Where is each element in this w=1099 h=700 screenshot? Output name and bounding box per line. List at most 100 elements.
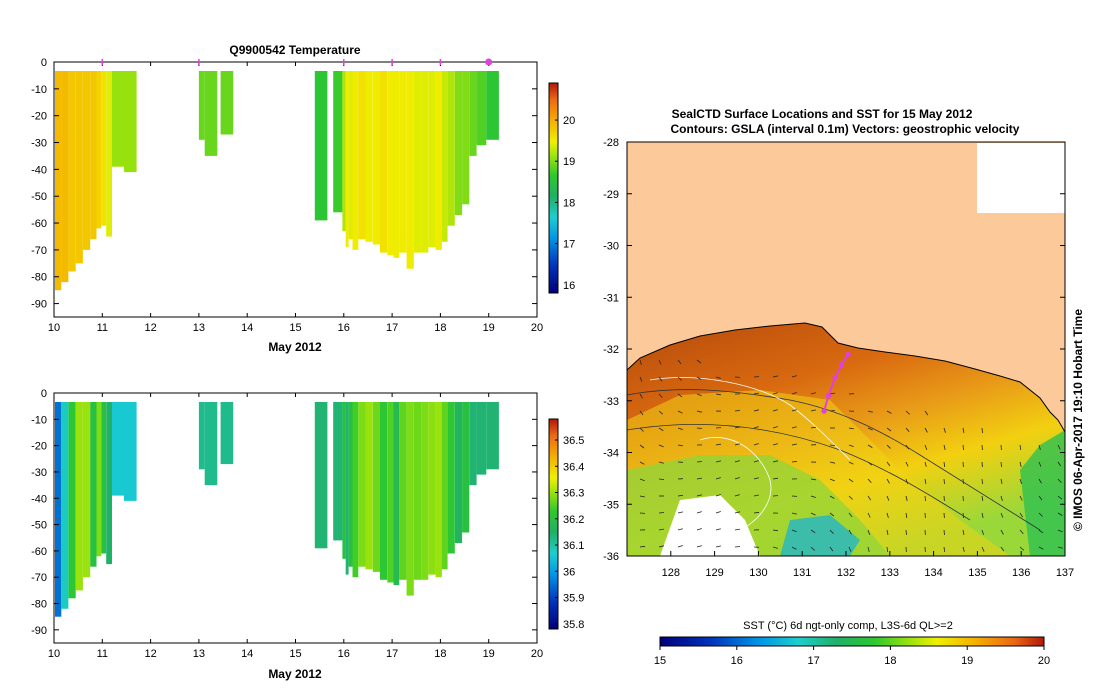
velocity-vector [677,410,683,414]
surface-marker [485,58,493,66]
profile-cell [90,71,97,240]
lat-tick-label: -35 [603,499,619,511]
velocity-vector [772,443,778,446]
profile-cell [101,71,107,226]
colorbar-tick-label: 17 [563,239,575,251]
velocity-vector [639,393,643,399]
temperature-cells [55,71,499,291]
x-tick-label: 14 [241,322,253,334]
x-tick-label: 17 [386,648,398,660]
velocity-vector [772,426,778,429]
sst-cool-patch [780,515,860,556]
salinity-panel: 10 11 12 13 14 15 16 17 18 19 20 0 -10 -20 -30 -40 -50 -6… [31,388,584,681]
velocity-vector [696,545,702,548]
velocity-vector [696,477,702,480]
velocity-vector [924,410,929,416]
profile-cell [476,402,487,475]
velocity-vector [943,444,946,450]
velocity-vector [867,427,873,431]
velocity-vector [639,444,645,449]
velocity-vector [1038,512,1043,517]
profile-cell [462,402,470,533]
velocity-vector [810,546,815,551]
velocity-vector [848,461,854,465]
y-tick-label: -30 [31,138,47,150]
velocity-vector [658,376,663,382]
velocity-vector [810,478,816,481]
profile-cell [348,71,353,240]
velocity-vector [696,528,702,531]
velocity-vector [924,427,928,433]
velocity-vector [734,460,740,463]
temperature-xlabel: May 2012 [268,340,322,354]
velocity-vector [715,528,721,531]
velocity-vector [753,392,759,395]
salinity-colorbar [548,418,559,630]
velocity-vector [639,359,642,365]
velocity-vector [658,427,664,431]
velocity-vector [734,528,740,531]
velocity-vector [905,427,910,433]
profile-cell [435,402,442,578]
velocity-vector [791,392,797,395]
x-tick-label: 16 [338,322,350,334]
seal-location [821,408,827,414]
velocity-vector [1000,529,1004,535]
sst-colorbar [659,636,1045,647]
y-tick-label: -90 [31,625,47,637]
gsla-contour-white-2 [699,437,772,531]
velocity-vector [753,443,759,446]
velocity-vector [715,477,721,480]
profile-cell [413,71,421,253]
velocity-vector [715,460,721,463]
profile-cell [342,71,346,232]
velocity-vector [981,495,984,501]
velocity-vector [981,478,983,485]
velocity-vector [867,529,871,535]
velocity-vector [886,478,890,484]
sst-colorbar-tick-label: 15 [654,655,666,667]
velocity-vector [905,410,910,415]
profile-cell [83,402,91,578]
x-tick-label: 13 [193,648,205,660]
x-tick-label: 13 [193,322,205,334]
x-tick-label: 10 [48,322,60,334]
profile-cell [101,402,107,554]
x-tick-label: 17 [386,322,398,334]
seal-location [825,392,832,399]
profile-cell [387,71,394,256]
velocity-vector [753,477,759,480]
velocity-vector [791,529,797,533]
velocity-vector [848,529,852,535]
velocity-vector [810,495,816,498]
y-tick-label: -10 [31,414,47,426]
velocity-vector [658,444,664,448]
profile-cell [55,71,62,291]
velocity-vector [848,546,852,552]
profile-cell [380,402,388,580]
velocity-vector [943,427,946,433]
y-tick-label: -90 [31,299,47,311]
profile-cell [358,402,366,567]
colorbar-tick-label: 18 [563,197,575,209]
velocity-vector [696,494,702,497]
velocity-vector [772,546,778,549]
y-tick-label: -20 [31,111,47,123]
velocity-vector [639,545,646,548]
velocity-vector [734,443,740,446]
map-axes: 128 129 130 131 132 133 134 135 136 137 -28 -29 -30 -… [603,137,1074,579]
profile-cell [90,402,97,567]
velocity-vector [696,511,702,514]
sst-colorbar-tick-label: 16 [731,655,743,667]
velocity-vector [734,494,740,497]
velocity-vector [791,409,797,412]
velocity-vector [981,529,984,535]
temperature-colorbar-ticks: 16 17 18 19 20 [555,115,575,292]
profile-cell [441,71,448,242]
sst-colorbar-tick-label: 20 [1038,655,1050,667]
velocity-vector [848,478,854,483]
profile-cell [198,71,205,140]
velocity-vector [1019,478,1022,484]
velocity-vector [905,478,908,484]
map-field [626,142,1066,556]
